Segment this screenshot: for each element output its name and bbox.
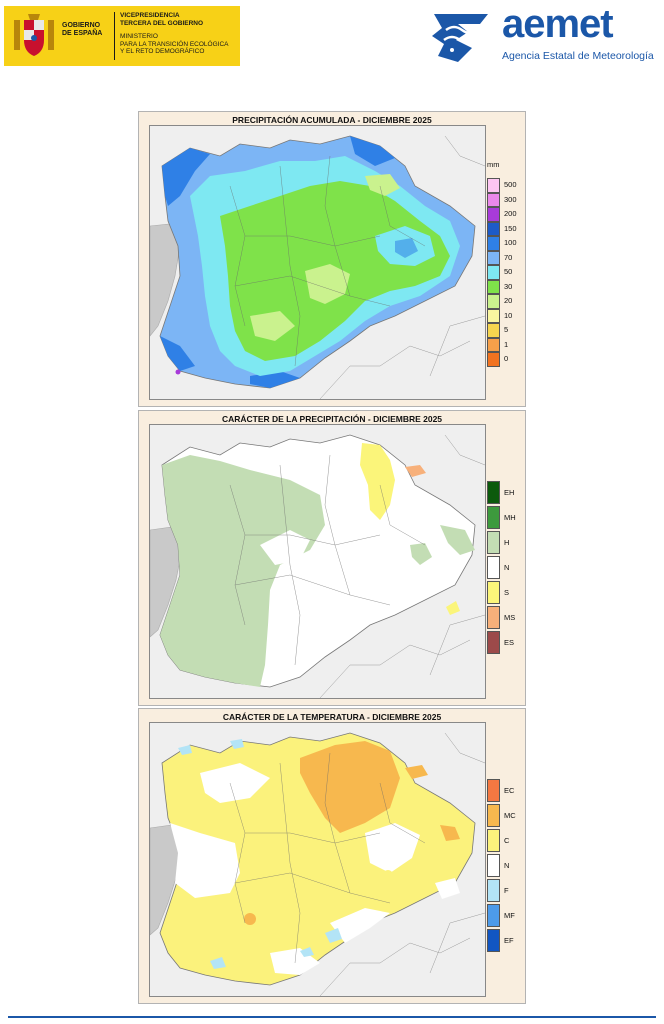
legend-swatch	[487, 854, 500, 877]
legend-swatch	[487, 829, 500, 852]
temperature-character-legend: EC MC C N F MF EF	[487, 779, 525, 979]
aemet-wordmark: aemet	[502, 2, 614, 46]
legend-label: C	[504, 835, 510, 845]
legend-label: 150	[504, 223, 517, 233]
legend-swatch	[487, 556, 500, 579]
legend-label: 100	[504, 238, 517, 248]
legend-label: 70	[504, 252, 513, 262]
legend-swatch	[487, 581, 500, 604]
legend-swatch	[487, 250, 500, 265]
legend-label: 10	[504, 310, 513, 320]
legend-swatch	[487, 221, 500, 236]
legend-label: S	[504, 587, 510, 597]
legend-swatch	[487, 804, 500, 827]
panel-title: CARÁCTER DE LA PRECIPITACIÓN - DICIEMBRE…	[221, 414, 443, 424]
legend-label: 20	[504, 296, 513, 306]
legend-label: 300	[504, 194, 517, 204]
legend-swatch	[487, 279, 500, 294]
legend-label: MF	[504, 910, 515, 920]
legend-label: 200	[504, 209, 517, 219]
temperature-character-map	[149, 722, 486, 997]
ministry-name: MINISTERIO PARA LA TRANSICIÓN ECOLÓGICA …	[120, 33, 229, 55]
coat-of-arms-icon	[14, 14, 54, 56]
precipitation-legend: mm 500 300 200 150 100 70 50 30 20 10 5 1 0	[487, 152, 525, 382]
government-name: GOBIERNO DE ESPAÑA	[62, 22, 103, 37]
vicepresidency-name: VICEPRESIDENCIA TERCERA DEL GOBIERNO	[120, 12, 204, 27]
panel-title: CARÁCTER DE LA TEMPERATURA - DICIEMBRE 2…	[222, 712, 442, 722]
legend-label: EH	[504, 487, 515, 497]
aemet-symbol-icon	[432, 14, 488, 62]
legend-swatch	[487, 207, 500, 222]
legend-label: MH	[504, 512, 516, 522]
legend-swatch	[487, 904, 500, 927]
legend-swatch	[487, 531, 500, 554]
legend-label: 500	[504, 180, 517, 190]
legend-swatch	[487, 265, 500, 280]
aemet-subtitle: Agencia Estatal de Meteorología	[502, 50, 654, 62]
legend-swatch	[487, 323, 500, 338]
legend-swatch	[487, 308, 500, 323]
government-logo: GOBIERNO DE ESPAÑA VICEPRESIDENCIA TERCE…	[4, 6, 240, 66]
map-panel-precipitation-accumulated: PRECIPITACIÓN ACUMULADA - DICIEMBRE 2025	[138, 111, 526, 407]
map-panel-precipitation-character: CARÁCTER DE LA PRECIPITACIÓN - DICIEMBRE…	[138, 410, 526, 706]
legend-swatch	[487, 294, 500, 309]
legend-swatch	[487, 352, 500, 367]
legend-swatch	[487, 779, 500, 802]
map-panel-temperature-character: CARÁCTER DE LA TEMPERATURA - DICIEMBRE 2…	[138, 708, 526, 1004]
aemet-logo: aemet Agencia Estatal de Meteorología	[428, 2, 660, 68]
legend-swatch	[487, 178, 500, 193]
legend-label: 30	[504, 281, 513, 291]
legend-label: H	[504, 537, 510, 547]
legend-swatch	[487, 631, 500, 654]
legend-label: 0	[504, 354, 509, 364]
legend-label: F	[504, 885, 509, 895]
legend-label: 5	[504, 325, 509, 335]
precipitation-character-legend: EH MH H N S MS ES	[487, 481, 525, 681]
precipitation-map-graphic	[150, 126, 485, 399]
legend-label: N	[504, 562, 510, 572]
precipitation-character-map-graphic	[150, 425, 485, 698]
legend-swatch	[487, 481, 500, 504]
precipitation-map	[149, 125, 486, 400]
legend-swatch	[487, 337, 500, 352]
legend-label: 50	[504, 267, 513, 277]
legend-label: 1	[504, 339, 509, 349]
legend-swatch	[487, 879, 500, 902]
legend-swatch	[487, 929, 500, 952]
legend-label: MC	[504, 810, 516, 820]
legend-unit: mm	[487, 160, 500, 169]
legend-label: N	[504, 860, 510, 870]
legend-swatch	[487, 606, 500, 629]
legend-label: MS	[504, 612, 516, 622]
temperature-character-map-graphic	[150, 723, 485, 996]
legend-swatch	[487, 192, 500, 207]
logo-divider	[114, 12, 115, 60]
panel-title: PRECIPITACIÓN ACUMULADA - DICIEMBRE 2025	[232, 115, 432, 125]
legend-label: EC	[504, 785, 515, 795]
legend-label: EF	[504, 935, 514, 945]
legend-swatch	[487, 506, 500, 529]
footer-divider	[8, 1016, 656, 1018]
precipitation-character-map	[149, 424, 486, 699]
legend-swatch	[487, 236, 500, 251]
legend-label: ES	[504, 637, 515, 647]
